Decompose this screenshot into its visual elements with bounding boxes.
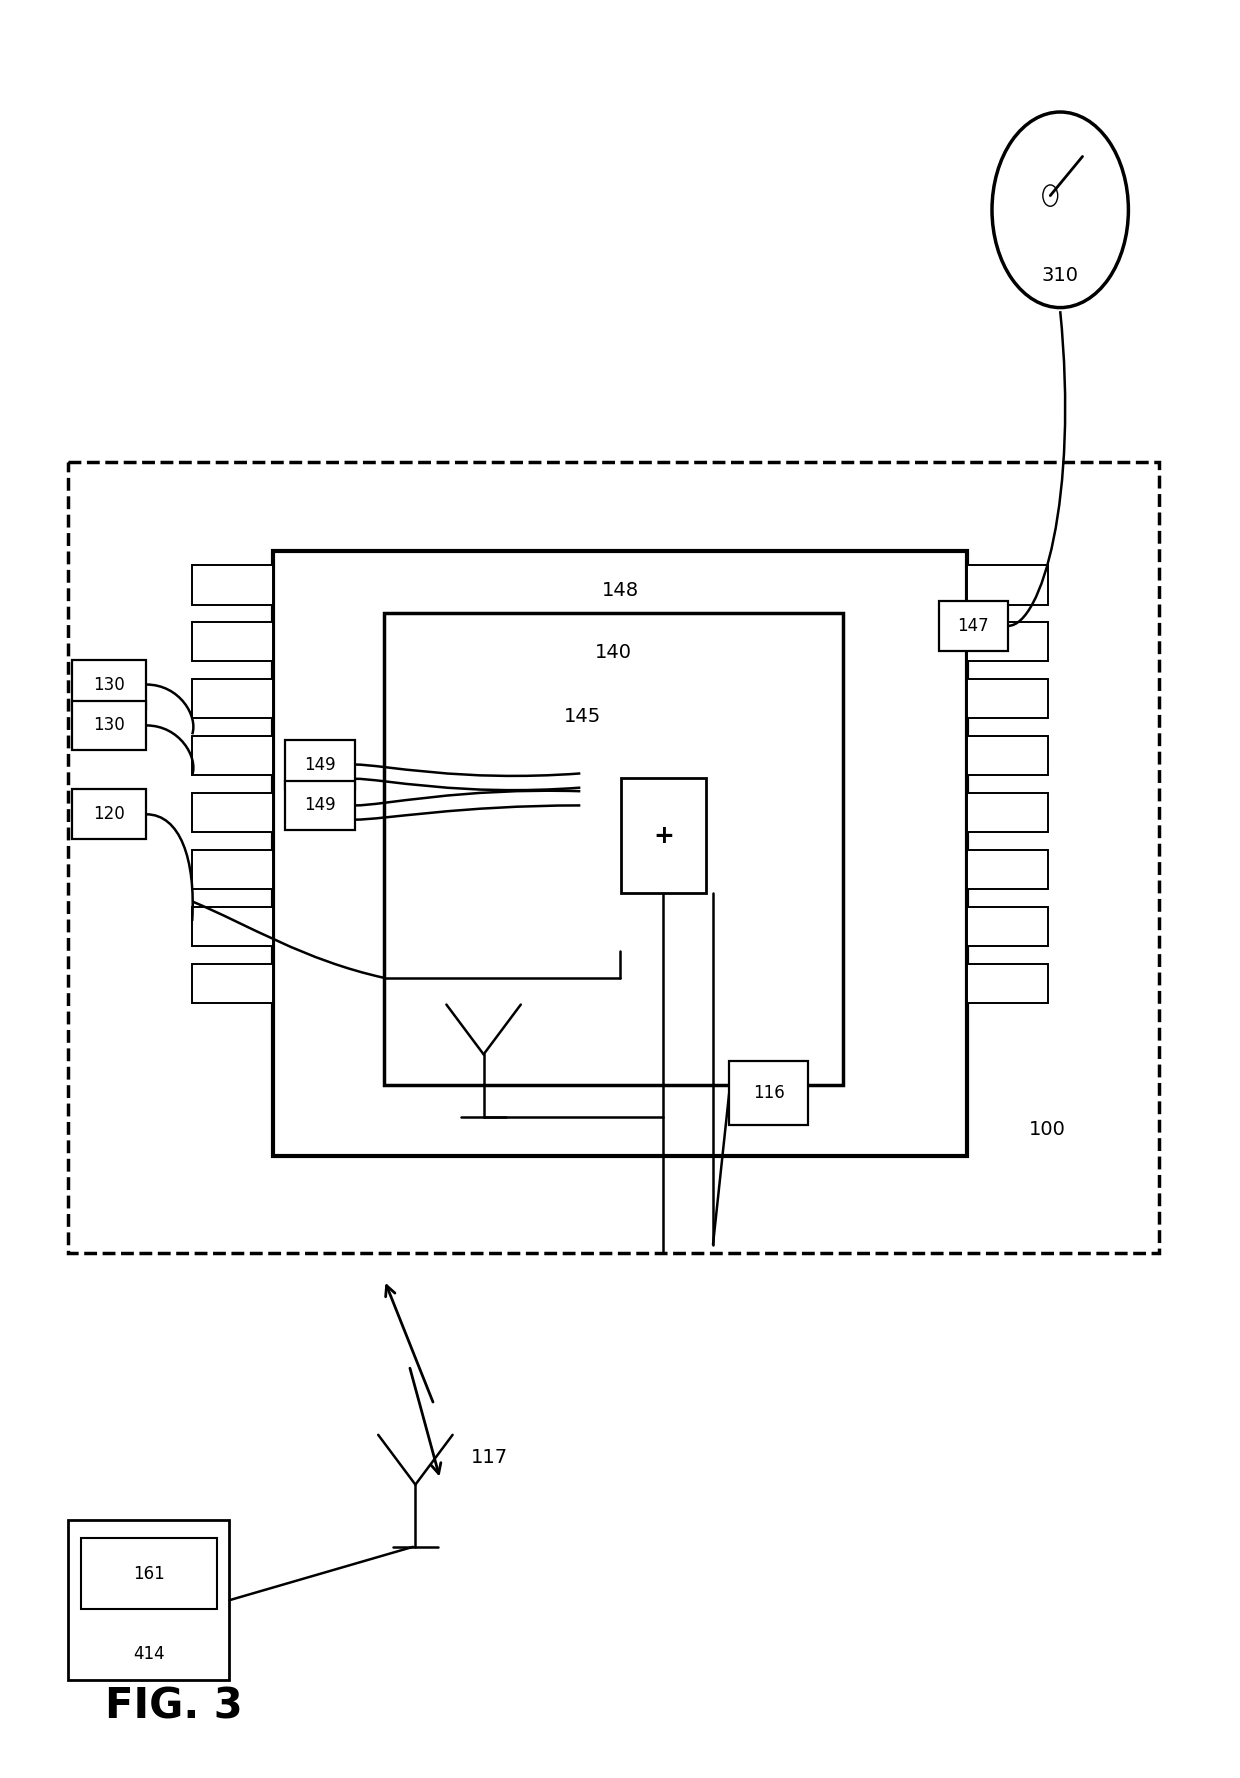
- Bar: [192, 736, 273, 775]
- Bar: [967, 679, 1048, 718]
- Bar: [192, 850, 273, 889]
- Bar: [68, 462, 1159, 1253]
- Bar: [72, 701, 146, 750]
- Bar: [192, 565, 273, 605]
- Circle shape: [992, 112, 1128, 308]
- Circle shape: [1043, 185, 1058, 206]
- Bar: [273, 551, 967, 1156]
- Bar: [192, 679, 273, 718]
- Text: 140: 140: [595, 644, 632, 661]
- Text: +: +: [653, 823, 673, 848]
- Bar: [72, 660, 146, 709]
- Bar: [967, 622, 1048, 661]
- Text: 414: 414: [133, 1645, 165, 1662]
- Bar: [285, 740, 355, 789]
- Bar: [192, 964, 273, 1003]
- Bar: [384, 613, 843, 1085]
- Text: 100: 100: [1029, 1120, 1066, 1138]
- Text: 161: 161: [133, 1565, 165, 1582]
- Bar: [967, 907, 1048, 946]
- Text: 310: 310: [1042, 267, 1079, 284]
- Bar: [72, 789, 146, 839]
- Bar: [967, 850, 1048, 889]
- Bar: [192, 907, 273, 946]
- Text: 145: 145: [564, 708, 601, 725]
- Bar: [68, 1520, 229, 1680]
- Bar: [729, 1061, 808, 1125]
- Bar: [967, 736, 1048, 775]
- Bar: [192, 622, 273, 661]
- Bar: [967, 793, 1048, 832]
- Bar: [285, 781, 355, 830]
- Bar: [967, 964, 1048, 1003]
- Bar: [967, 565, 1048, 605]
- Text: 147: 147: [957, 617, 990, 635]
- Text: 130: 130: [93, 717, 125, 734]
- Text: FIG. 3: FIG. 3: [105, 1686, 243, 1728]
- Text: 116: 116: [753, 1085, 785, 1102]
- Bar: [81, 1538, 217, 1609]
- Text: 149: 149: [304, 756, 336, 773]
- Text: 120: 120: [93, 805, 125, 823]
- Bar: [192, 793, 273, 832]
- Text: 130: 130: [93, 676, 125, 693]
- Text: 117: 117: [471, 1449, 508, 1467]
- Text: 149: 149: [304, 797, 336, 814]
- Bar: [621, 779, 706, 893]
- Text: 148: 148: [601, 581, 639, 599]
- Bar: [939, 601, 1008, 651]
